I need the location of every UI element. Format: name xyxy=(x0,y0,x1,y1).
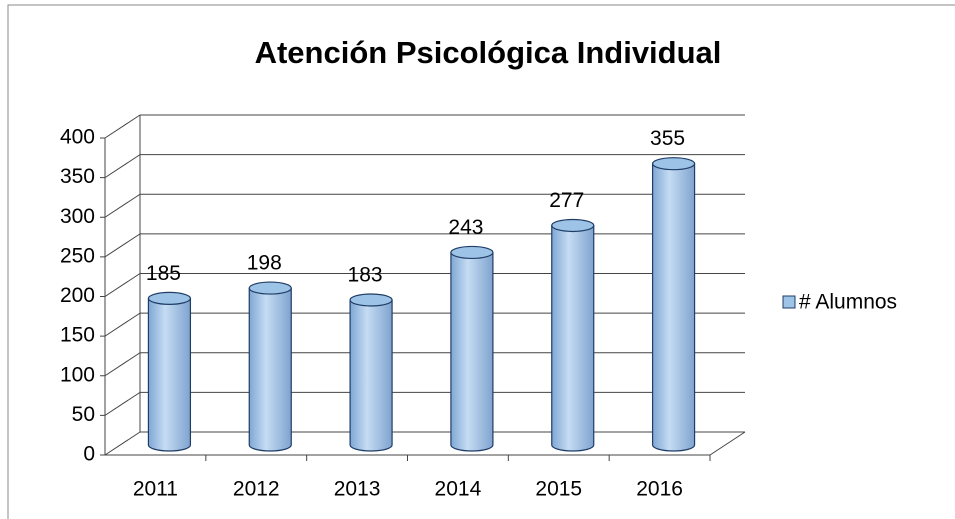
grid-line xyxy=(104,431,141,456)
y-tick-label: 50 xyxy=(72,403,95,426)
cylinder-top xyxy=(450,245,494,260)
floor-right xyxy=(709,431,746,456)
y-tick-label: 300 xyxy=(60,205,95,228)
cylinder-top xyxy=(349,293,393,307)
cylinder xyxy=(651,163,696,452)
x-tick-label: 2016 xyxy=(636,478,683,501)
cylinder-top xyxy=(147,291,192,305)
x-tick-label: 2013 xyxy=(334,478,381,501)
y-tick-label: 150 xyxy=(60,324,95,347)
grid-line xyxy=(104,391,141,416)
grid-line xyxy=(104,193,141,218)
data-label: 355 xyxy=(650,127,685,150)
chart-title: Atención Psicológica Individual xyxy=(255,35,722,70)
y-tick-label: 100 xyxy=(60,363,95,386)
legend-label: # Alumnos xyxy=(799,291,897,314)
x-tick-label: 2015 xyxy=(535,478,582,501)
x-tick-label: 2012 xyxy=(233,478,280,501)
cylinder-top xyxy=(551,218,595,233)
data-label: 183 xyxy=(348,264,383,287)
cylinder xyxy=(248,287,292,452)
cylinder xyxy=(450,251,494,452)
grid-line xyxy=(104,273,141,297)
grid-line xyxy=(104,312,141,337)
cylinder xyxy=(147,297,192,452)
y-tick-label: 0 xyxy=(83,443,95,466)
data-label: 277 xyxy=(549,189,584,212)
legend-swatch xyxy=(782,295,796,309)
cylinder-top xyxy=(651,157,696,171)
grid-line xyxy=(104,233,141,258)
y-tick-label: 200 xyxy=(60,284,95,307)
y-tick-label: 400 xyxy=(60,126,95,149)
data-label: 185 xyxy=(146,262,181,285)
x-tick-label: 2014 xyxy=(435,478,482,501)
cylinder-top xyxy=(248,281,292,295)
cylinder xyxy=(349,299,393,452)
chart-frame xyxy=(7,4,955,519)
x-tick-label: 2011 xyxy=(133,478,178,501)
data-label: 243 xyxy=(448,216,483,239)
y-tick-label: 350 xyxy=(60,165,95,188)
data-label: 198 xyxy=(247,252,282,275)
grid-line xyxy=(104,154,141,179)
cylinder xyxy=(551,224,595,452)
y-tick-label: 250 xyxy=(60,244,95,267)
grid-line xyxy=(104,352,141,377)
grid-line xyxy=(104,114,141,139)
